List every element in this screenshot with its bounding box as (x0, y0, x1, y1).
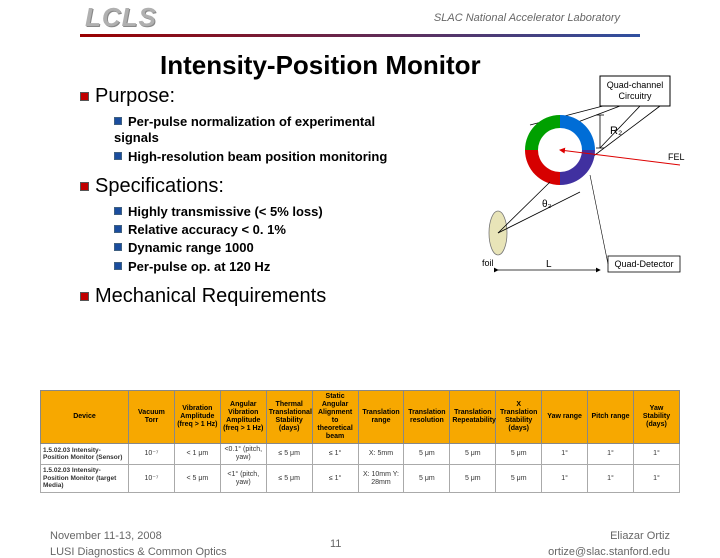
cell: 5 μm (496, 444, 542, 465)
blue-marker-icon (114, 152, 122, 160)
cell: 5 μm (404, 465, 450, 492)
lcls-logo: LCLS (85, 2, 157, 33)
red-marker-icon (80, 182, 89, 191)
purpose-list: Per-pulse normalization of experimental … (114, 114, 414, 165)
col-x-trans-stab: X Translation Stability (days) (496, 391, 542, 444)
specifications-heading-text: Specifications: (95, 175, 224, 197)
blue-marker-icon (114, 262, 122, 270)
list-item-text: High-resolution beam position monitoring (128, 149, 387, 164)
footer-author: Eliazar Ortiz (610, 530, 670, 542)
cell: 5 μm (450, 465, 496, 492)
slide-header: LCLS SLAC National Accelerator Laborator… (0, 0, 720, 40)
table-row: 1.5.02.03 Intensity-Position Monitor (ta… (41, 465, 680, 492)
col-thermal: Thermal Translational Stability (days) (266, 391, 312, 444)
col-pitch-range: Pitch range (588, 391, 634, 444)
red-marker-icon (80, 292, 89, 301)
footer-group: LUSI Diagnostics & Common Optics (50, 546, 227, 558)
cell: 10⁻⁷ (129, 444, 175, 465)
cell: X: 5mm (358, 444, 404, 465)
cell: 5 μm (404, 444, 450, 465)
cell: < 1 μm (174, 444, 220, 465)
cell: 5 μm (496, 465, 542, 492)
list-item: Dynamic range 1000 (114, 240, 414, 256)
col-device: Device (41, 391, 129, 444)
blue-marker-icon (114, 117, 122, 125)
col-vib-amp: Vibration Amplitude (freq > 1 Hz) (174, 391, 220, 444)
svg-text:FEL: FEL (668, 152, 685, 162)
requirements-table: Device Vacuum Torr Vibration Amplitude (… (40, 390, 680, 493)
cell: 1° (588, 444, 634, 465)
list-item-text: Highly transmissive (< 5% loss) (128, 204, 323, 219)
purpose-heading-text: Purpose: (95, 85, 175, 107)
cell-device: 1.5.02.03 Intensity-Position Monitor (ta… (41, 465, 129, 492)
cell-device: 1.5.02.03 Intensity-Position Monitor (Se… (41, 444, 129, 465)
cell: < 5 μm (174, 465, 220, 492)
cell: ≤ 5 μm (266, 444, 312, 465)
table-header-row: Device Vacuum Torr Vibration Amplitude (… (41, 391, 680, 444)
blue-marker-icon (114, 225, 122, 233)
col-trans-rep: Translation Repeatability (450, 391, 496, 444)
lab-name: SLAC National Accelerator Laboratory (434, 12, 620, 24)
cell: <1° (pitch, yaw) (220, 465, 266, 492)
col-yaw-stab: Yaw Stability (days) (633, 391, 679, 444)
list-item: High-resolution beam position monitoring (114, 149, 414, 165)
detector-diagram: Quad-channel Circuitry R₂ (450, 70, 690, 280)
cell: 1° (633, 465, 679, 492)
cell: ≤ 1° (312, 465, 358, 492)
list-item-text: Relative accuracy < 0. 1% (128, 222, 286, 237)
header-rule (80, 34, 640, 37)
col-static-ang: Static Angular Alignment to theoretical … (312, 391, 358, 444)
list-item: Relative accuracy < 0. 1% (114, 222, 414, 238)
cell: ≤ 5 μm (266, 465, 312, 492)
list-item-text: Per-pulse op. at 120 Hz (128, 259, 270, 274)
cell: 1° (588, 465, 634, 492)
cell: 10⁻⁷ (129, 465, 175, 492)
svg-text:foil: foil (482, 258, 494, 268)
cell: X: 10mm Y: 28mm (358, 465, 404, 492)
svg-text:θ₂: θ₂ (542, 199, 552, 210)
mechanical-heading: Mechanical Requirements (80, 285, 660, 308)
svg-text:Quad-Detector: Quad-Detector (614, 259, 673, 269)
mechanical-heading-text: Mechanical Requirements (95, 285, 326, 307)
list-item-text: Per-pulse normalization of experimental … (114, 114, 375, 145)
footer-date: November 11-13, 2008 (50, 530, 162, 542)
cell: 1° (633, 444, 679, 465)
col-ang-vib: Angular Vibration Amplitude (freq > 1 Hz… (220, 391, 266, 444)
blue-marker-icon (114, 243, 122, 251)
cell: ≤ 1° (312, 444, 358, 465)
slide-content: Intensity-Position Monitor Purpose: Per-… (0, 40, 720, 308)
table-row: 1.5.02.03 Intensity-Position Monitor (Se… (41, 444, 680, 465)
svg-text:Circuitry: Circuitry (619, 91, 652, 101)
col-yaw-range: Yaw range (542, 391, 588, 444)
list-item: Highly transmissive (< 5% loss) (114, 204, 414, 220)
list-item: Per-pulse op. at 120 Hz (114, 259, 414, 275)
cell: 1° (542, 444, 588, 465)
list-item: Per-pulse normalization of experimental … (114, 114, 414, 147)
svg-text:L: L (546, 259, 552, 270)
cell: 5 μm (450, 444, 496, 465)
col-trans-res: Translation resolution (404, 391, 450, 444)
red-marker-icon (80, 92, 89, 101)
col-trans-range: Translation range (358, 391, 404, 444)
specifications-list: Highly transmissive (< 5% loss) Relative… (114, 204, 414, 275)
cell: 1° (542, 465, 588, 492)
footer-email: ortize@slac.stanford.edu (548, 546, 670, 558)
col-vacuum: Vacuum Torr (129, 391, 175, 444)
requirements-table-wrap: Device Vacuum Torr Vibration Amplitude (… (40, 390, 680, 493)
quad-channel-label: Quad-channel (607, 80, 664, 90)
list-item-text: Dynamic range 1000 (128, 240, 254, 255)
cell: <0.1° (pitch, yaw) (220, 444, 266, 465)
svg-text:R₂: R₂ (610, 125, 622, 137)
blue-marker-icon (114, 207, 122, 215)
